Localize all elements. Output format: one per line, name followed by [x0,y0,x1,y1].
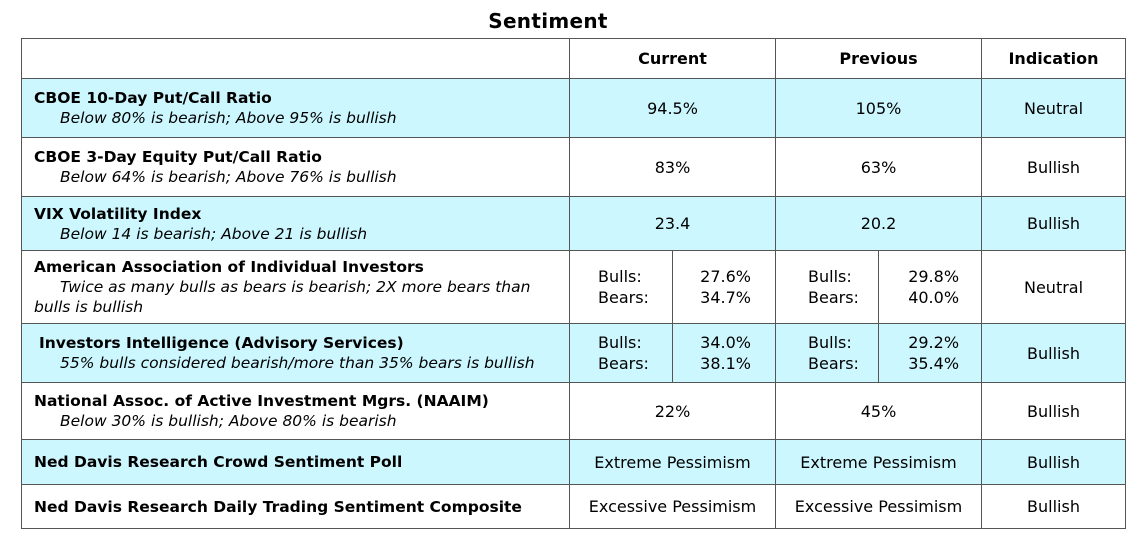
indicator-name: Ned Davis Research Crowd Sentiment Poll [34,453,403,471]
page-title: Sentiment [488,9,608,33]
header-current: Current [569,38,776,79]
table-row: CBOE 3-Day Equity Put/Call Ratio Below 6… [21,137,1127,197]
current-bears: 38.1% [700,354,751,373]
bears-label: Bears: [598,288,649,307]
bulls-label: Bulls: [808,333,852,352]
indicator-cell: National Assoc. of Active Investment Mgr… [21,382,570,440]
previous-values: 29.2% 35.4% [877,323,983,383]
header-row: Current Previous Indication [21,38,1127,79]
header-indication: Indication [981,38,1127,79]
bears-label: Bears: [808,288,859,307]
previous-bulls: 29.8% [908,267,960,286]
indicator-note: 55% bulls considered bearish/more than 3… [60,354,535,372]
indicator-name: Ned Davis Research Daily Trading Sentime… [34,497,522,516]
indicator-cell: Ned Davis Research Daily Trading Sentime… [21,484,570,529]
table-row: CBOE 10-Day Put/Call Ratio Below 80% is … [21,78,1127,138]
indication-value: Neutral [981,78,1127,138]
previous-value: 63% [774,137,983,197]
indication-value: Bullish [981,137,1127,197]
indication-value: Bullish [981,484,1127,529]
previous-value: 105% [774,78,983,138]
bears-label: Bears: [808,354,859,373]
current-labels: Bulls: Bears: [569,250,673,324]
indicator-cell: Investors Intelligence (Advisory Service… [21,323,570,383]
indicator-cell: VIX Volatility Index Below 14 is bearish… [21,196,570,251]
current-labels: Bulls: Bears: [569,323,673,383]
table-row: Investors Intelligence (Advisory Service… [21,323,1127,383]
indicator-cell: CBOE 3-Day Equity Put/Call Ratio Below 6… [21,137,570,197]
previous-values: 29.8% 40.0% [877,250,983,324]
indication-value: Bullish [981,439,1127,485]
previous-bears: 40.0% [908,288,960,307]
indicator-note: Below 64% is bearish; Above 76% is bulli… [60,168,397,186]
current-values: 34.0% 38.1% [672,323,776,383]
indication-value: Bullish [981,382,1127,440]
current-values: 27.6% 34.7% [672,250,776,324]
table-row: American Association of Individual Inves… [21,250,1127,324]
current-value: 83% [569,137,776,197]
current-value: 22% [569,382,776,440]
indicator-cell: American Association of Individual Inves… [21,250,570,324]
table-row: Ned Davis Research Daily Trading Sentime… [21,484,1127,529]
previous-labels: Bulls: Bears: [775,250,879,324]
indicator-note: Twice as many bulls as bears is bearish;… [34,278,531,316]
indication-value: Bullish [981,196,1127,251]
table-row: Ned Davis Research Crowd Sentiment Poll … [21,439,1127,485]
previous-bears: 35.4% [908,354,960,373]
table-row: VIX Volatility Index Below 14 is bearish… [21,196,1127,251]
current-bulls: 27.6% [700,267,751,286]
previous-value: Extreme Pessimism [774,439,983,485]
header-previous: Previous [774,38,983,79]
previous-value: 45% [774,382,983,440]
indicator-name: CBOE 3-Day Equity Put/Call Ratio [34,148,322,166]
previous-bulls: 29.2% [908,333,960,352]
indicator-name: Investors Intelligence (Advisory Service… [39,334,404,352]
indicator-cell: CBOE 10-Day Put/Call Ratio Below 80% is … [21,78,570,138]
current-value: 94.5% [569,78,776,138]
table-row: National Assoc. of Active Investment Mgr… [21,382,1127,440]
indicator-name: American Association of Individual Inves… [34,258,424,276]
indicator-note: Below 14 is bearish; Above 21 is bullish [60,224,368,243]
indicator-name: VIX Volatility Index [34,204,202,223]
indicator-cell: Ned Davis Research Crowd Sentiment Poll [21,439,570,485]
indication-value: Neutral [981,250,1127,324]
previous-value: Excessive Pessimism [774,484,983,529]
current-bulls: 34.0% [700,333,751,352]
sentiment-table: Current Previous Indication CBOE 10-Day … [21,38,1127,529]
indicator-name: CBOE 10-Day Put/Call Ratio [34,89,272,107]
indicator-note: Below 80% is bearish; Above 95% is bulli… [60,109,397,127]
header-blank [21,38,570,79]
bulls-label: Bulls: [598,333,642,352]
current-bears: 34.7% [700,288,751,307]
current-value: Excessive Pessimism [569,484,776,529]
indication-value: Bullish [981,323,1127,383]
indicator-name: National Assoc. of Active Investment Mgr… [34,392,489,410]
previous-value: 20.2 [774,196,983,251]
previous-labels: Bulls: Bears: [775,323,879,383]
current-value: Extreme Pessimism [569,439,776,485]
current-value: 23.4 [569,196,776,251]
bulls-label: Bulls: [808,267,852,286]
bulls-label: Bulls: [598,267,642,286]
bears-label: Bears: [598,354,649,373]
indicator-note: Below 30% is bullish; Above 80% is beari… [60,412,397,430]
